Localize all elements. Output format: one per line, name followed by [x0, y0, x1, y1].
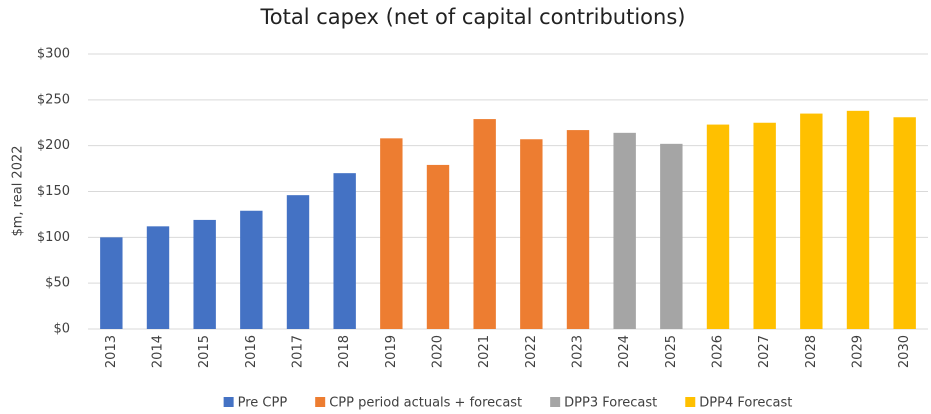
x-tick-label: 2015 — [197, 335, 212, 368]
bar — [426, 164, 450, 329]
y-tick-label: $100 — [37, 230, 70, 245]
x-tick-label: 2014 — [151, 335, 166, 368]
bar — [240, 210, 263, 329]
bar — [146, 226, 170, 329]
x-tick-label: 2019 — [384, 335, 399, 368]
y-tick-label: $250 — [37, 92, 70, 107]
legend-label: DPP4 Forecast — [699, 396, 792, 411]
bar — [753, 122, 776, 329]
legend-swatch — [550, 397, 561, 407]
bar — [380, 138, 403, 329]
bar — [800, 113, 823, 329]
x-tick-label: 2028 — [804, 335, 819, 368]
legend-swatch — [315, 397, 326, 407]
y-tick-label: $50 — [45, 276, 70, 291]
x-tick-label: 2024 — [617, 335, 632, 368]
x-tick-label: 2022 — [524, 335, 539, 368]
bar — [706, 124, 730, 329]
x-tick-label: 2023 — [571, 335, 586, 368]
y-axis-label: $m, real 2022 — [11, 145, 26, 236]
y-tick-label: $0 — [53, 322, 70, 337]
bar — [566, 130, 590, 329]
bar — [660, 143, 683, 329]
x-tick-label: 2020 — [431, 335, 446, 368]
x-tick-label: 2027 — [757, 335, 772, 368]
bar — [286, 195, 310, 329]
y-tick-label: $200 — [37, 138, 70, 153]
bar — [613, 132, 636, 329]
bar — [193, 219, 216, 329]
bar — [846, 110, 870, 329]
x-tick-label: 2021 — [477, 335, 492, 368]
bar — [893, 117, 916, 329]
x-tick-label: 2013 — [104, 335, 119, 368]
x-tick-label: 2017 — [291, 335, 306, 368]
x-tick-label: 2018 — [337, 335, 352, 368]
y-tick-label: $300 — [37, 47, 70, 62]
x-tick-label: 2025 — [664, 335, 679, 368]
chart-title: Total capex (net of capital contribution… — [260, 5, 686, 29]
legend-swatch — [685, 397, 696, 407]
x-tick-label: 2029 — [851, 335, 866, 368]
legend-swatch — [223, 397, 234, 407]
bar — [333, 173, 356, 329]
x-tick-label: 2030 — [897, 335, 912, 368]
y-tick-label: $150 — [37, 184, 70, 199]
bar — [473, 119, 496, 329]
bar — [520, 139, 543, 329]
legend-label: CPP period actuals + forecast — [329, 396, 522, 411]
legend-label: Pre CPP — [238, 396, 288, 411]
bar — [100, 237, 123, 329]
legend-label: DPP3 Forecast — [564, 396, 657, 411]
x-tick-label: 2026 — [711, 335, 726, 368]
x-tick-label: 2016 — [244, 335, 259, 368]
